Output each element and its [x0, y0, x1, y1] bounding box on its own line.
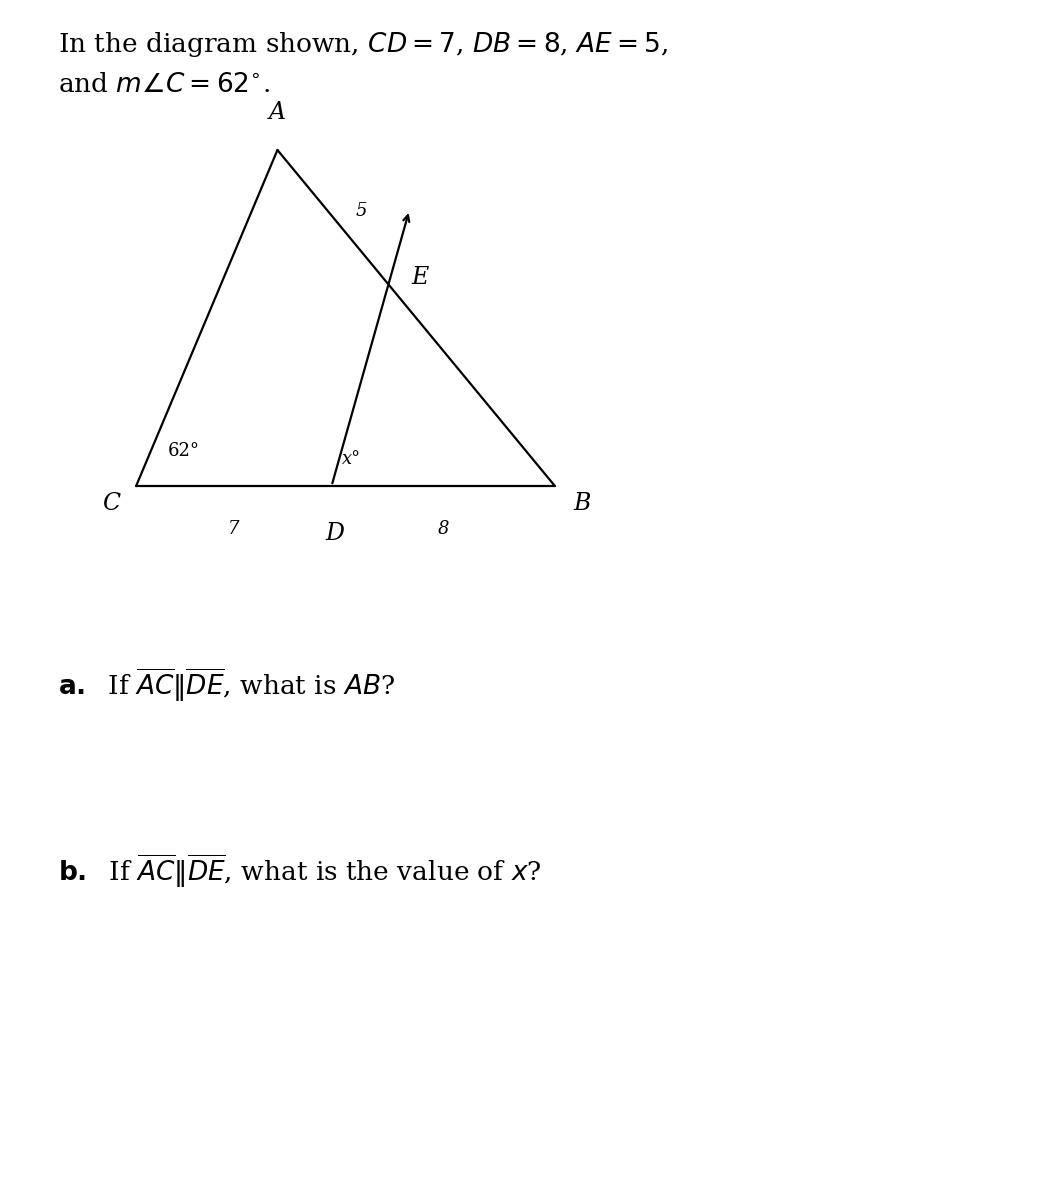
Text: 62°: 62°	[168, 442, 200, 460]
Text: 7: 7	[228, 520, 240, 538]
Text: D: D	[326, 522, 344, 545]
Text: E: E	[411, 265, 428, 289]
Text: 8: 8	[438, 520, 449, 538]
Text: B: B	[574, 492, 592, 515]
Text: and $m\angle C = 62^{\circ}$.: and $m\angle C = 62^{\circ}$.	[58, 72, 270, 97]
Text: $\mathbf{b.}$  If $\overline{AC} \| \overline{DE}$, what is the value of $x$?: $\mathbf{b.}$ If $\overline{AC} \| \over…	[58, 852, 541, 889]
Text: $\mathbf{a.}$  If $\overline{AC} \| \overline{DE}$, what is $AB$?: $\mathbf{a.}$ If $\overline{AC} \| \over…	[58, 666, 395, 703]
Text: x°: x°	[342, 450, 361, 468]
Text: 5: 5	[356, 202, 367, 221]
Text: C: C	[103, 492, 120, 515]
Text: In the diagram shown, $CD = 7$, $DB = 8$, $AE = 5$,: In the diagram shown, $CD = 7$, $DB = 8$…	[58, 30, 668, 59]
Text: A: A	[269, 101, 286, 124]
